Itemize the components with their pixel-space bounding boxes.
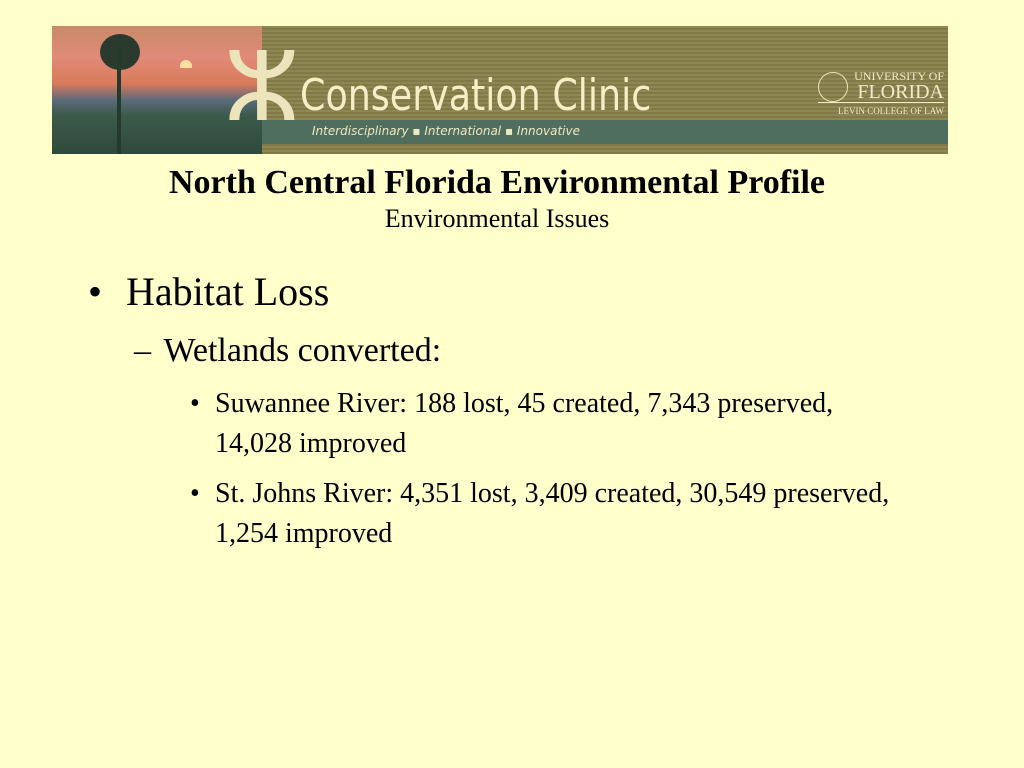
- college-name: LEVIN COLLEGE OF LAW: [837, 106, 944, 116]
- dash-marker: –: [134, 332, 151, 369]
- university-logo: UNIVERSITY OF FLORIDA LEVIN COLLEGE OF L…: [818, 70, 944, 116]
- bullet-marker: •: [190, 388, 200, 419]
- banner-strip: [262, 120, 948, 144]
- banner-title: Conservation Clinic: [300, 70, 652, 121]
- conservation-clinic-banner: ⵣ Conservation Clinic Interdisciplinary …: [52, 26, 948, 154]
- slide-subtitle: Environmental Issues: [384, 204, 610, 233]
- bullet-marker: •: [88, 269, 103, 314]
- palm-trunk: [117, 46, 121, 154]
- bullet-level3: • St. Johns River: 4,351 lost, 3,409 cre…: [190, 474, 910, 554]
- bullet-level3: • Suwannee River: 188 lost, 45 created, …: [190, 384, 910, 464]
- bullet-text: Suwannee River: 188 lost, 45 created, 7,…: [215, 388, 834, 459]
- university-line1: UNIVERSITY OF: [854, 69, 944, 83]
- university-seal-icon: [818, 72, 848, 102]
- bullet-text: St. Johns River: 4,351 lost, 3,409 creat…: [215, 478, 890, 549]
- bullet-marker: •: [190, 478, 200, 509]
- bullet-level2: – Wetlands converted:: [134, 332, 441, 370]
- bullet-text: Wetlands converted:: [163, 332, 442, 369]
- sunset-palm-photo: [52, 26, 262, 154]
- banner-tagline: Interdisciplinary ▪ International ▪ Inno…: [312, 124, 580, 138]
- university-line2: FLORIDA: [818, 82, 944, 103]
- bullet-text: Habitat Loss: [126, 269, 330, 314]
- slide-title: North Central Florida Environmental Prof…: [168, 164, 825, 201]
- turtle-logo-icon: ⵣ: [224, 31, 300, 143]
- bullet-level1: • Habitat Loss: [88, 268, 329, 315]
- sun-shape: [180, 60, 192, 68]
